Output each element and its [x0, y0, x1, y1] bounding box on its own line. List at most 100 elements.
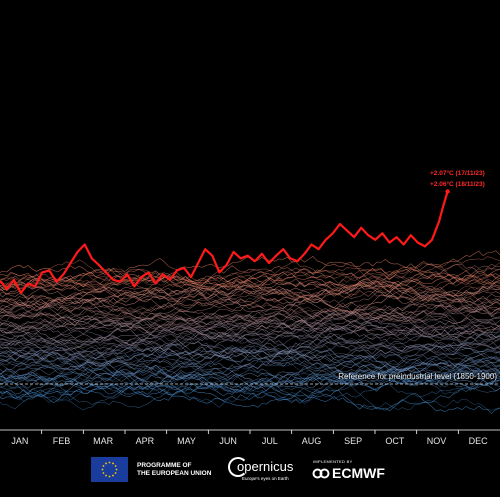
eu-star	[112, 462, 114, 465]
past-year-trace	[0, 261, 500, 298]
past-year-trace	[0, 325, 500, 350]
past-year-trace	[0, 381, 500, 411]
eu-star	[102, 472, 105, 474]
eu-star	[105, 474, 107, 477]
past-year-trace	[0, 256, 500, 282]
past-year-trace	[0, 346, 500, 379]
past-years-traces	[0, 250, 500, 414]
past-year-trace	[0, 380, 500, 411]
past-year-trace	[0, 303, 500, 326]
latest-value-marker	[445, 189, 450, 194]
past-year-trace	[0, 340, 500, 364]
x-axis-labels: JAN FEB MAR APR MAY JUN JUL AUG SEP OCT NOV DEC	[11, 436, 488, 446]
past-year-trace	[0, 295, 500, 328]
eu-star	[115, 468, 118, 471]
ecmwf-name: ECMWF	[332, 465, 385, 481]
past-year-trace	[0, 250, 500, 290]
past-year-trace	[0, 270, 500, 294]
past-year-trace	[0, 349, 500, 379]
past-year-trace	[0, 334, 500, 356]
eu-star	[108, 461, 111, 464]
past-year-trace	[0, 296, 500, 323]
eu-star	[108, 475, 111, 478]
copernicus-c-icon	[228, 457, 248, 477]
past-year-trace	[0, 343, 500, 369]
past-year-trace	[0, 331, 500, 372]
x-tick-label: AUG	[302, 436, 322, 446]
past-year-trace	[0, 281, 500, 311]
eu-star	[114, 465, 117, 467]
past-year-trace	[0, 356, 500, 385]
eu-line-1: PROGRAMME OF	[137, 462, 192, 469]
copernicus-tagline: Europe's eyes on Earth	[242, 476, 289, 481]
past-year-trace	[0, 288, 500, 313]
ecmwf-mark-icon	[312, 468, 330, 479]
past-year-trace	[0, 263, 500, 307]
past-year-trace	[0, 370, 500, 393]
past-year-trace	[0, 352, 500, 383]
temperature-anomaly-chart: Reference for preindustrial level (1850-…	[0, 169, 500, 446]
annotation-latest: +2.06°C (18/11/23)	[430, 180, 485, 188]
x-tick-label: MAR	[93, 436, 114, 446]
eu-stars-icon	[101, 461, 118, 478]
x-tick-label: OCT	[385, 436, 405, 446]
x-tick-label: FEB	[53, 436, 71, 446]
x-tick-label: JAN	[11, 436, 28, 446]
past-year-trace	[0, 340, 500, 362]
annotation-max: +2.07°C (17/11/23)	[430, 169, 485, 177]
past-year-trace	[0, 289, 500, 315]
copernicus-logo: opernicus Europe's eyes on Earth	[228, 456, 298, 484]
past-year-trace	[0, 299, 500, 334]
past-year-trace	[0, 284, 500, 322]
implemented-by-label: IMPLEMENTED BY	[313, 459, 353, 464]
past-year-trace	[0, 322, 500, 342]
past-year-trace	[0, 270, 500, 288]
eu-line-2: THE EUROPEAN UNION	[137, 470, 212, 477]
eu-star	[112, 474, 114, 477]
x-tick-label: JUN	[219, 436, 237, 446]
past-year-trace	[0, 364, 500, 391]
x-tick-label: APR	[136, 436, 155, 446]
past-year-trace	[0, 356, 500, 394]
past-year-trace	[0, 347, 500, 373]
reference-label: Reference for preindustrial level (1850-…	[338, 372, 497, 381]
past-year-trace	[0, 322, 500, 350]
past-year-trace	[0, 359, 500, 391]
past-year-trace	[0, 305, 500, 334]
x-tick-label: SEP	[344, 436, 362, 446]
past-year-trace	[0, 383, 500, 414]
past-year-trace	[0, 303, 500, 326]
past-year-trace	[0, 274, 500, 300]
past-year-trace	[0, 317, 500, 354]
x-tick-label: JUL	[262, 436, 278, 446]
eu-flag	[91, 457, 128, 482]
eu-star	[105, 462, 107, 465]
eu-star	[114, 472, 117, 474]
past-year-trace	[0, 332, 500, 350]
past-year-trace	[0, 372, 500, 404]
current-year-line	[0, 190, 450, 294]
past-year-trace	[0, 295, 500, 320]
past-year-trace	[0, 312, 500, 331]
past-year-trace	[0, 267, 500, 301]
past-year-trace	[0, 278, 500, 310]
past-year-trace	[0, 373, 500, 410]
past-year-trace	[0, 302, 500, 322]
past-year-trace	[0, 287, 500, 317]
copernicus-name: opernicus	[237, 459, 294, 474]
past-year-trace	[0, 333, 500, 360]
past-year-trace	[0, 358, 500, 379]
eu-programme-label: PROGRAMME OF THE EUROPEAN UNION	[137, 462, 211, 478]
past-year-trace	[0, 264, 500, 289]
past-year-trace	[0, 334, 500, 367]
past-year-trace	[0, 317, 500, 345]
past-year-trace	[0, 265, 500, 292]
past-year-trace	[0, 310, 500, 333]
x-tick-label: DEC	[469, 436, 489, 446]
x-axis-ticks	[41, 430, 459, 434]
eu-star	[101, 468, 104, 471]
past-year-trace	[0, 357, 500, 388]
past-year-trace	[0, 318, 500, 350]
past-year-trace	[0, 263, 500, 310]
past-year-trace	[0, 307, 500, 341]
